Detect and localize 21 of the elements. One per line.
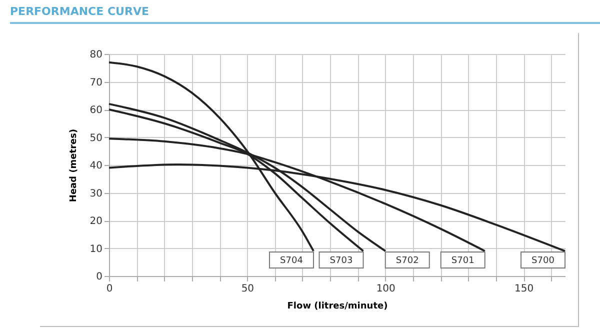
series-label: S700 [532, 256, 555, 266]
y-tick-label: 80 [90, 50, 102, 60]
y-tick-label: 60 [90, 105, 102, 116]
chart-title: PERFORMANCE CURVE [10, 5, 149, 18]
y-tick-label: 40 [90, 160, 102, 172]
y-tick-label: 20 [90, 216, 102, 227]
y-tick-label: 50 [90, 132, 102, 144]
x-axis-title: Flow (litres/minute) [287, 302, 388, 312]
x-tick-label: 50 [241, 284, 254, 294]
series-label: S702 [396, 256, 419, 266]
x-tick-label: 0 [106, 284, 113, 294]
series-label: S704 [280, 256, 304, 266]
y-tick-label: 70 [90, 77, 102, 88]
y-axis-title: Head (metres) [68, 128, 79, 202]
series-label: S701 [451, 256, 474, 266]
x-tick-label: 150 [514, 284, 534, 294]
y-tick-label: 10 [90, 244, 102, 255]
y-tick-label: 30 [90, 188, 102, 200]
series-label: S703 [330, 256, 353, 266]
x-tick-label: 100 [376, 284, 396, 294]
y-tick-label: 0 [96, 272, 102, 282]
